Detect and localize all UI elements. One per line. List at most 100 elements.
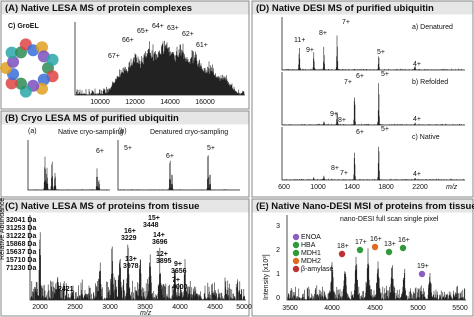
peak-label: 9+ — [330, 111, 338, 118]
panel-title: (B) Cryo LESA MS of purified ubiquitin — [5, 113, 179, 124]
x-tick-label: 2500 — [67, 304, 83, 311]
x-tick-label: 16000 — [195, 99, 215, 106]
x-tick-label: 2200 — [412, 184, 428, 191]
trace-label: c) Native — [412, 134, 440, 141]
peak-label: 3229 — [121, 235, 137, 242]
x-tick-label: 10000 — [90, 99, 110, 106]
peak-label: 3448 — [143, 222, 159, 229]
y-label: Relative Abundance — [0, 198, 6, 260]
x-tick-label: 5000 — [236, 304, 252, 311]
x-tick-label: 4000 — [172, 304, 188, 311]
protein-blob — [5, 77, 18, 90]
panel-title: (E) Native Nano-DESI MSI of proteins fro… — [256, 201, 474, 212]
legend-entry: ENOA — [301, 234, 321, 241]
header — [252, 1, 473, 15]
x-tick-label: 3500 — [282, 305, 298, 312]
peak-label: 18+ — [337, 243, 349, 250]
x-tick-label: 3500 — [137, 304, 153, 311]
spectrum — [282, 146, 465, 180]
legend-entry: 31222 Da — [6, 233, 36, 240]
peak-label: 3895 — [156, 258, 172, 265]
peak-label: 61+ — [196, 42, 208, 49]
legend-marker — [292, 233, 300, 241]
peak-label: 7+ — [344, 79, 352, 86]
panel-title: (D) Native DESI MS of purified ubiquitin — [256, 3, 434, 14]
x-tick-label: 5500 — [452, 305, 468, 312]
label: C) GroEL — [8, 23, 39, 30]
peak-label: 65+ — [137, 28, 149, 35]
legend-marker — [292, 249, 300, 257]
peak-marker — [356, 246, 364, 254]
peak-label: 5+ — [381, 126, 389, 133]
peak-label: 5+ — [124, 145, 132, 152]
legend-entry: 71230 Da — [6, 265, 36, 272]
peak-marker — [418, 270, 426, 278]
panel-b — [0, 110, 250, 198]
peak-label: 13+ — [384, 241, 396, 248]
peak-label: 6+ — [96, 148, 104, 155]
subtitle: nano-DESI full scan single pixel — [340, 216, 439, 223]
peak-label: 4+ — [413, 61, 421, 68]
x-tick-label: 3000 — [102, 304, 118, 311]
peak-label: 12+ — [156, 251, 168, 258]
peak-label: 7+ — [342, 19, 350, 26]
protein-blob — [5, 46, 18, 59]
legend-entry: HBA — [301, 242, 316, 249]
peak-label: 13+ — [125, 256, 137, 263]
legend-marker — [292, 257, 300, 265]
legend-entry: MDH2 — [301, 258, 321, 265]
peak-label: 5+ — [381, 71, 389, 78]
legend-entry: 15868 Da — [6, 241, 36, 248]
spectrum — [28, 156, 109, 190]
peak-label: 63+ — [167, 25, 179, 32]
panel-title: (C) Native LESA MS of proteins from tiss… — [5, 201, 199, 212]
trace-label: a) Denatured — [412, 24, 453, 31]
x-tick-label: 2000 — [32, 304, 48, 311]
spectrum — [118, 155, 239, 190]
header — [252, 199, 473, 213]
peak-label: 9+ — [174, 261, 182, 268]
protein-blob — [37, 73, 50, 86]
legend-entry: 32041 Da — [6, 217, 36, 224]
peak-label: 17+ — [355, 239, 367, 246]
peak-label: 5+ — [207, 145, 215, 152]
y-tick-label: 1 — [276, 271, 280, 278]
spectrum — [30, 232, 245, 300]
legend-entry: β-amylase — [301, 266, 334, 273]
peak-label: 6+ — [166, 153, 174, 160]
peak-label: 8+ — [338, 117, 346, 124]
legend-entry: MDH1 — [301, 250, 321, 257]
peak-label: 6+ — [356, 73, 364, 80]
protein-blob — [46, 53, 59, 66]
peak-label: 7+ — [172, 277, 180, 284]
spectrum — [282, 35, 464, 70]
peak-label: 14+ — [153, 232, 165, 239]
panel-title: (A) Native LESA MS of protein complexes — [5, 3, 192, 14]
x-tick-label: 1000 — [310, 184, 326, 191]
legend-entry: 15637 Da — [6, 249, 36, 256]
x-tick-label: 4500 — [367, 305, 383, 312]
legend-marker — [292, 265, 300, 273]
peak-marker — [338, 250, 346, 258]
peak-label: 9+ — [306, 47, 314, 54]
peak-label: 4+ — [413, 116, 421, 123]
peak-label: 8+ — [319, 30, 327, 37]
peak-label: 3696 — [152, 239, 168, 246]
peak-label: 16+ — [398, 237, 410, 244]
spectrum — [76, 40, 245, 95]
x-tick-label: 1400 — [344, 184, 360, 191]
x-tick-label: 14000 — [160, 99, 180, 106]
x-tick-label: 12000 — [125, 99, 145, 106]
peak-label: 4000 — [172, 284, 188, 291]
x-label: m/z — [140, 310, 152, 317]
trace-label: b) Refolded — [412, 79, 448, 86]
peak-label: 66+ — [122, 37, 134, 44]
header — [1, 111, 249, 125]
axis — [117, 140, 240, 191]
spectrum — [282, 83, 465, 125]
y-tick-label: 2 — [276, 247, 280, 254]
peak-label: 19+ — [417, 263, 429, 270]
y-tick-label: 3 — [276, 223, 280, 230]
